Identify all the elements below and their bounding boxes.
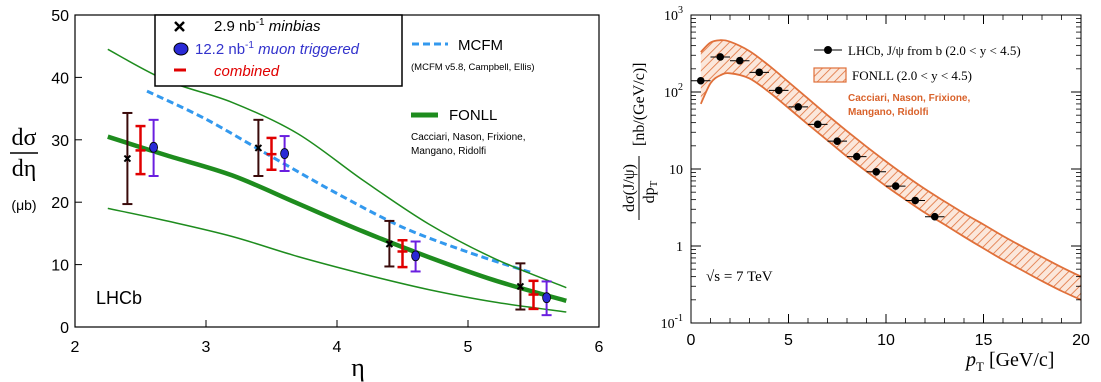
data-point: [827, 137, 847, 145]
x-axis-label: η: [351, 353, 365, 382]
y-axis-label-numerator: dσ: [12, 125, 37, 151]
x-tick-label: 3: [202, 339, 211, 356]
fonll-band-lower: [699, 72, 1082, 301]
legend-entry-lhcb: LHCb, J/ψ from b (2.0 < y < 4.5): [848, 43, 1021, 58]
lhcb-annotation: LHCb: [96, 288, 142, 308]
legend-box: [154, 14, 403, 87]
x-tick-label: 10: [877, 332, 895, 349]
y-tick-label: 0: [60, 320, 69, 337]
theory-curves: [107, 48, 567, 313]
axis-ticks: 0 5 10 15 20 10-1 1 10 102 103: [661, 5, 1090, 349]
data-point: [397, 239, 408, 269]
fonll-credit-line-2: Mangano, Ridolfi: [848, 107, 929, 118]
data-point: [866, 167, 886, 176]
energy-annotation: √s = 7 TeV: [706, 269, 773, 285]
y-axis-label-numerator: dσ(J/ψ): [621, 164, 638, 212]
data-point: [135, 124, 146, 176]
legend-entry-minbias: 2.9 nb-1 minbias: [214, 17, 321, 35]
data-point: [788, 103, 808, 111]
x-tick-label: 20: [1072, 332, 1090, 349]
mcfm-sublabel: (MCFM v5.8, Campbell, Ellis): [411, 62, 535, 73]
x-tick-label: 2: [71, 339, 80, 356]
y-tick-label: 103: [664, 5, 683, 24]
y-tick-label: 40: [51, 70, 69, 87]
fonll-band-upper: [700, 39, 1082, 278]
legend-entry-combined: combined: [214, 63, 280, 80]
data-point: [410, 240, 421, 273]
y-tick-label: 10-1: [661, 313, 683, 332]
data-points: [691, 53, 945, 221]
data-point: [710, 53, 730, 61]
data-point: [905, 196, 925, 205]
curve-fonll: [107, 134, 567, 303]
y-tick-label: 30: [51, 133, 69, 150]
mcfm-label: MCFM: [458, 37, 503, 54]
data-point: [515, 262, 526, 311]
y-axis-unit: [nb/(GeV/c)]: [631, 62, 648, 146]
y-tick-label: 10: [669, 163, 683, 178]
legend: 2.9 nb-1 minbias 12.2 nb-1 muon triggere…: [154, 14, 403, 87]
legend-entry-muon-triggered: 12.2 nb-1 muon triggered: [195, 40, 360, 58]
y-axis-label-denominator: dpT: [641, 180, 660, 203]
y-axis-unit: (μb): [11, 197, 36, 213]
x-tick-label: 0: [687, 332, 696, 349]
y-tick-label: 102: [664, 82, 683, 101]
data-point: [266, 136, 277, 172]
data-point: [886, 182, 906, 190]
data-point: [808, 120, 828, 129]
legend: LHCb, J/ψ from b (2.0 < y < 4.5) FONLL (…: [813, 43, 1021, 118]
data-point: [253, 118, 264, 177]
fonll-credit-line-1: Cacciari, Nason, Frixione,: [848, 93, 970, 104]
axis-ticks: 2 3 4 5 6 0 10 20 30 40 50: [51, 8, 603, 356]
fonll-credit-line-2: Mangano, Ridolfi: [411, 146, 486, 157]
curve-fonll-lower: [107, 207, 567, 313]
x-tick-label: 6: [595, 339, 604, 356]
y-axis-label-denominator: dη: [12, 156, 37, 182]
data-points: [122, 111, 552, 317]
x-tick-label: 5: [464, 339, 473, 356]
x-tick-label: 4: [333, 339, 342, 356]
data-point: [541, 280, 552, 317]
data-point: [279, 135, 290, 172]
data-point: [925, 212, 945, 221]
data-point: [749, 68, 769, 77]
y-tick-label: 1: [676, 240, 683, 255]
data-point: [122, 111, 133, 206]
x-tick-label: 5: [784, 332, 793, 349]
data-point: [730, 56, 750, 65]
eta-cross-section-chart: 2 3 4 5 6 0 10 20 30 40 50 dσ dη (μb) η LHCb 2.9 n…: [10, 8, 604, 382]
fonll-label: FONLL: [449, 107, 497, 124]
x-tick-label: 15: [975, 332, 993, 349]
legend-marker-hatch: [813, 67, 847, 83]
legend-marker-x: [174, 21, 185, 32]
y-tick-label: 10: [51, 258, 69, 275]
data-point: [528, 279, 539, 311]
y-tick-label: 20: [51, 195, 69, 212]
data-point: [384, 219, 395, 268]
legend-marker-dot: [824, 46, 832, 54]
data-point: [148, 118, 159, 177]
y-tick-label: 50: [51, 8, 69, 25]
curve-mcfm: [146, 89, 534, 275]
x-axis-label: pT [GeV/c]: [964, 349, 1054, 374]
data-point: [691, 76, 711, 85]
data-point: [847, 152, 867, 161]
pt-cross-section-chart: 0 5 10 15 20 10-1 1 10 102 103 dσ(J/ψ) dpT [nb/(G…: [621, 5, 1090, 374]
legend-entry-fonll: FONLL (2.0 < y < 4.5): [852, 68, 972, 83]
fonll-credit-line-1: Cacciari, Nason, Frixione,: [411, 132, 525, 143]
y-axis-label: dσ(J/ψ) dpT [nb/(GeV/c)]: [621, 62, 660, 220]
data-point: [769, 86, 789, 95]
legend-marker-circle: [173, 42, 189, 56]
